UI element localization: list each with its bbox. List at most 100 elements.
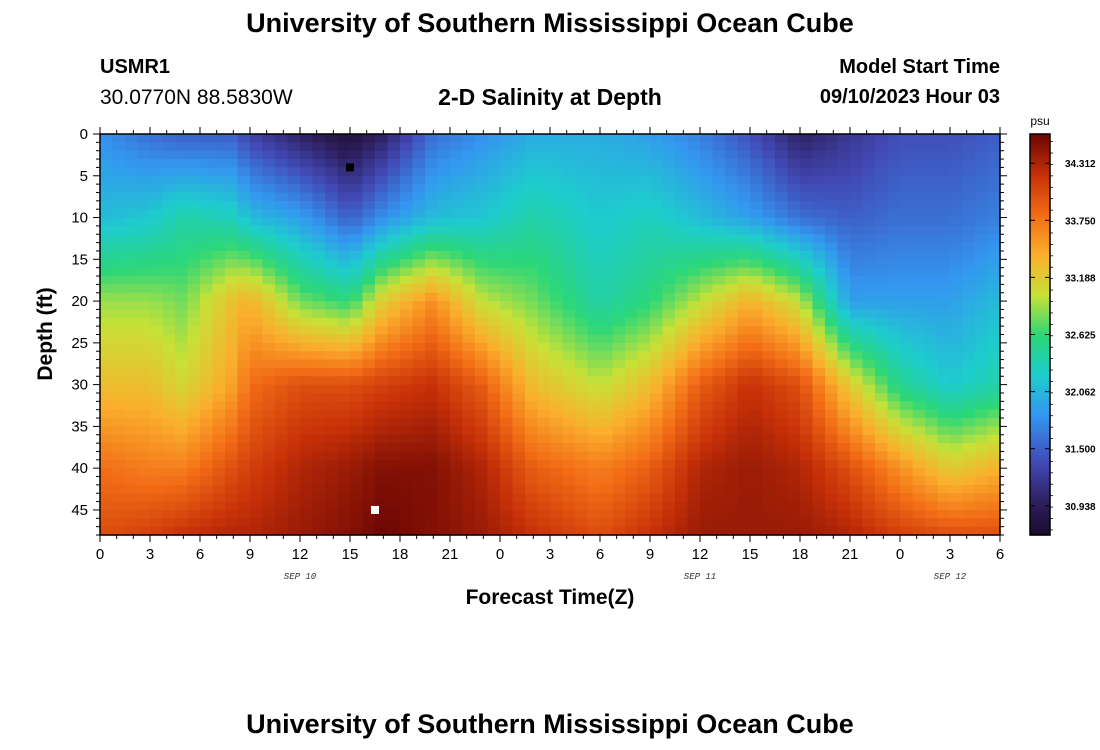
- heatmap-cell: [437, 250, 451, 260]
- heatmap-cell: [725, 426, 739, 436]
- heatmap-cell: [625, 192, 639, 202]
- heatmap-cell: [437, 476, 451, 486]
- heatmap-cell: [350, 167, 364, 177]
- heatmap-cell: [412, 200, 426, 210]
- heatmap-cell: [587, 409, 601, 419]
- heatmap-cell: [312, 434, 326, 444]
- heatmap-cell: [562, 351, 576, 361]
- heatmap-cell: [125, 443, 139, 453]
- heatmap-cell: [525, 142, 539, 152]
- heatmap-cell: [150, 175, 164, 185]
- heatmap-cell: [437, 468, 451, 478]
- heatmap-cell: [637, 292, 651, 302]
- heatmap-cell: [587, 509, 601, 519]
- heatmap-cell: [400, 451, 414, 461]
- heatmap-cell: [237, 409, 251, 419]
- colorbar-cell: [1030, 194, 1050, 199]
- heatmap-cell: [737, 259, 751, 269]
- heatmap-cell: [162, 209, 176, 219]
- heatmap-cell: [550, 384, 564, 394]
- heatmap-cell: [775, 309, 789, 319]
- heatmap-cell: [712, 384, 726, 394]
- heatmap-cell: [275, 150, 289, 160]
- heatmap-cell: [287, 242, 301, 252]
- heatmap-cell: [562, 484, 576, 494]
- heatmap-cell: [162, 292, 176, 302]
- heatmap-cell: [850, 509, 864, 519]
- heatmap-cell: [125, 434, 139, 444]
- heatmap-cell: [125, 426, 139, 436]
- heatmap-cell: [937, 301, 951, 311]
- heatmap-cell: [587, 159, 601, 169]
- heatmap-cell: [887, 359, 901, 369]
- heatmap-cell: [812, 409, 826, 419]
- heatmap-cell: [975, 443, 989, 453]
- heatmap-cell: [375, 493, 389, 503]
- heatmap-cell: [675, 409, 689, 419]
- heatmap-cell: [762, 184, 776, 194]
- heatmap-cell: [312, 518, 326, 528]
- heatmap-cell: [387, 259, 401, 269]
- heatmap-cell: [587, 501, 601, 511]
- heatmap-cell: [312, 326, 326, 336]
- heatmap-cell: [500, 476, 514, 486]
- heatmap-cell: [762, 376, 776, 386]
- heatmap-cell: [237, 284, 251, 294]
- colorbar-cell: [1030, 418, 1050, 422]
- heatmap-cell: [462, 301, 476, 311]
- heatmap-cell: [587, 209, 601, 219]
- colorbar-cell: [1030, 518, 1050, 523]
- colorbar-tick-label: 32.062: [1065, 388, 1096, 399]
- heatmap-cell: [425, 259, 439, 269]
- heatmap-cell: [337, 501, 351, 511]
- heatmap-cell: [275, 384, 289, 394]
- heatmap-cell: [387, 334, 401, 344]
- heatmap-cell: [112, 451, 126, 461]
- heatmap-cell: [287, 476, 301, 486]
- heatmap-cell: [437, 493, 451, 503]
- heatmap-cell: [400, 225, 414, 235]
- heatmap-cell: [687, 392, 701, 402]
- heatmap-cell: [725, 384, 739, 394]
- heatmap-cell: [975, 509, 989, 519]
- heatmap-cell: [700, 484, 714, 494]
- colorbar-cell: [1030, 291, 1050, 295]
- heatmap-cell: [475, 267, 489, 277]
- heatmap-cell: [987, 468, 1001, 478]
- heatmap-cell: [675, 426, 689, 436]
- heatmap-cell: [287, 267, 301, 277]
- heatmap-cell: [387, 309, 401, 319]
- heatmap-cell: [712, 518, 726, 528]
- heatmap-cell: [450, 342, 464, 352]
- heatmap-cell: [750, 159, 764, 169]
- heatmap-cell: [362, 301, 376, 311]
- heatmap-cell: [725, 443, 739, 453]
- heatmap-cell: [587, 476, 601, 486]
- heatmap-cell: [937, 209, 951, 219]
- heatmap-cell: [900, 167, 914, 177]
- heatmap-cell: [425, 267, 439, 277]
- x-tick-label: 3: [946, 546, 954, 563]
- heatmap-cell: [137, 401, 151, 411]
- heatmap-cell: [587, 292, 601, 302]
- colorbar-cell: [1030, 341, 1050, 346]
- heatmap-cell: [100, 276, 114, 285]
- heatmap-cell: [675, 200, 689, 210]
- heatmap-cell: [487, 384, 501, 394]
- y-tick-label: 5: [80, 168, 88, 185]
- heatmap-cell: [850, 409, 864, 419]
- heatmap-cell: [737, 267, 751, 277]
- heatmap-cell: [825, 259, 839, 269]
- heatmap-cell: [662, 284, 676, 294]
- heatmap-cell: [112, 476, 126, 486]
- heatmap-cell: [225, 134, 239, 143]
- heatmap-cell: [625, 443, 639, 453]
- heatmap-cell: [337, 225, 351, 235]
- heatmap-cell: [625, 384, 639, 394]
- heatmap-cell: [150, 317, 164, 327]
- heatmap-cell: [662, 242, 676, 252]
- heatmap-cell: [937, 401, 951, 411]
- heatmap-cell: [775, 509, 789, 519]
- heatmap-cell: [150, 167, 164, 177]
- heatmap-cell: [487, 217, 501, 227]
